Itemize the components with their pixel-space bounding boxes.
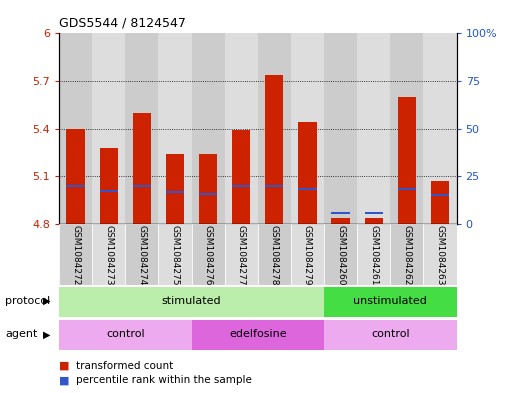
Text: GSM1084273: GSM1084273 [104,225,113,286]
Text: GDS5544 / 8124547: GDS5544 / 8124547 [59,17,186,29]
Text: ■: ■ [59,361,69,371]
Text: GSM1084260: GSM1084260 [336,225,345,286]
Bar [59,33,92,224]
FancyBboxPatch shape [390,224,423,285]
Text: GSM1084278: GSM1084278 [270,225,279,286]
Bar [232,130,250,224]
Bar [357,33,390,224]
Bar [67,185,85,187]
Text: control: control [371,329,409,340]
FancyBboxPatch shape [59,224,92,285]
Text: unstimulated: unstimulated [353,296,427,306]
Bar [265,185,284,187]
Bar [431,195,449,196]
FancyBboxPatch shape [92,224,125,285]
Bar [225,33,258,224]
Bar [133,113,151,224]
Bar [365,218,383,224]
Bar [92,33,125,224]
Bar [291,33,324,224]
Bar [166,191,184,193]
Bar [423,33,457,224]
Bar [390,33,423,224]
Bar [365,212,383,214]
FancyBboxPatch shape [324,224,357,285]
Bar [324,33,357,224]
Bar [100,189,118,192]
Text: GSM1084261: GSM1084261 [369,225,378,286]
Text: GSM1084274: GSM1084274 [137,225,146,286]
Text: GSM1084263: GSM1084263 [436,225,444,286]
Text: percentile rank within the sample: percentile rank within the sample [76,375,252,385]
Bar [191,33,225,224]
Bar [232,185,250,187]
Bar [133,185,151,187]
Bar [258,33,291,224]
Bar [199,193,217,195]
Bar [166,154,184,224]
Text: control: control [106,329,145,340]
Bar [324,286,457,317]
Bar [199,154,217,224]
Text: transformed count: transformed count [76,361,173,371]
Bar [59,320,191,350]
FancyBboxPatch shape [191,224,225,285]
Bar [100,148,118,224]
Text: stimulated: stimulated [162,296,221,306]
Text: GSM1084275: GSM1084275 [170,225,180,286]
Text: ■: ■ [59,375,69,385]
Bar [398,97,416,224]
Text: GSM1084262: GSM1084262 [402,225,411,286]
Bar [398,188,416,190]
FancyBboxPatch shape [125,224,159,285]
Bar [299,188,317,190]
Text: protocol: protocol [5,296,50,306]
Text: GSM1084279: GSM1084279 [303,225,312,286]
Bar [159,33,191,224]
Bar [299,122,317,224]
Bar [324,320,457,350]
Bar [67,129,85,224]
Bar [331,212,350,214]
FancyBboxPatch shape [291,224,324,285]
FancyBboxPatch shape [225,224,258,285]
Bar [125,33,159,224]
Text: edelfosine: edelfosine [229,329,287,340]
FancyBboxPatch shape [258,224,291,285]
Text: GSM1084272: GSM1084272 [71,225,80,286]
Text: GSM1084276: GSM1084276 [204,225,212,286]
Text: ▶: ▶ [43,296,50,306]
Bar [431,181,449,224]
Bar [59,286,324,317]
Text: agent: agent [5,329,37,340]
Bar [265,75,284,224]
FancyBboxPatch shape [423,224,457,285]
FancyBboxPatch shape [357,224,390,285]
Text: GSM1084277: GSM1084277 [236,225,246,286]
Text: ▶: ▶ [43,329,50,340]
FancyBboxPatch shape [159,224,191,285]
Bar [191,320,324,350]
Bar [331,218,350,224]
